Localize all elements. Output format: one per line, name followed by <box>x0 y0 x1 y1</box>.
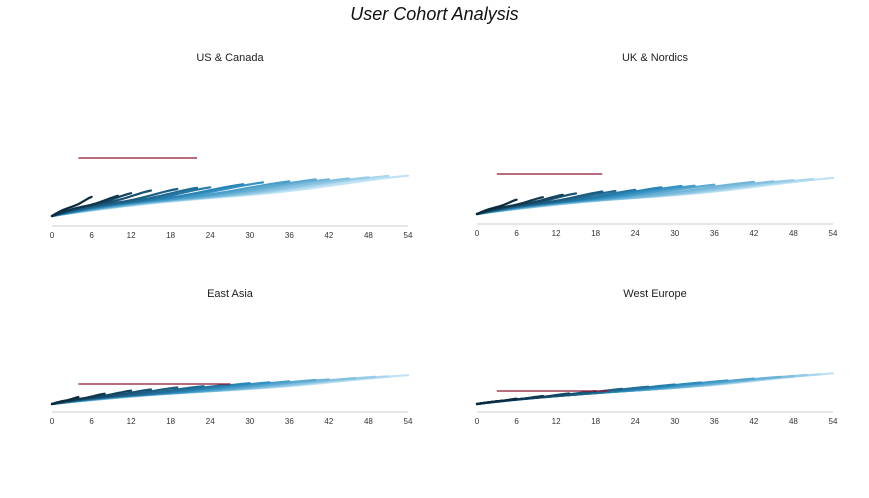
x-tick-label: 36 <box>285 417 294 426</box>
x-tick-label: 18 <box>166 417 175 426</box>
x-tick-label: 54 <box>829 417 838 426</box>
x-tick-label: 6 <box>514 417 519 426</box>
x-tick-label: 24 <box>206 417 215 426</box>
x-tick-label: 24 <box>631 229 640 238</box>
x-tick-label: 42 <box>749 229 758 238</box>
cohort-line <box>50 395 80 406</box>
x-tick-label: 0 <box>475 417 480 426</box>
x-tick-label: 30 <box>245 417 254 426</box>
x-tick-label: 48 <box>789 417 798 426</box>
x-tick-label: 42 <box>749 417 758 426</box>
x-tick-label: 24 <box>631 417 640 426</box>
x-tick-label: 12 <box>127 417 136 426</box>
x-tick-label: 24 <box>206 231 215 240</box>
panel-title: UK & Nordics <box>621 52 689 64</box>
panel-east-asia: East Asia 0 6 12 18 24 30 36 42 48 54 <box>30 288 430 498</box>
cohort-line <box>50 194 120 218</box>
x-tick-label: 54 <box>404 231 413 240</box>
x-tick-label: 18 <box>166 231 175 240</box>
x-tick-label: 42 <box>324 231 333 240</box>
plot-us-canada: 0 6 12 18 24 30 36 42 48 54 <box>50 157 413 240</box>
x-tick-label: 30 <box>670 229 679 238</box>
x-tick-label: 42 <box>324 417 333 426</box>
x-tick-label: 54 <box>829 229 838 238</box>
panel-us-canada: US & Canada 0 6 12 18 24 30 36 42 48 54 <box>30 52 430 262</box>
x-tick-label: 36 <box>710 229 719 238</box>
x-tick-label: 30 <box>670 417 679 426</box>
panel-west-europe: West Europe 0 6 12 18 24 30 36 42 48 54 <box>455 288 855 498</box>
cohort-line <box>475 397 518 406</box>
x-tick-label: 48 <box>789 229 798 238</box>
x-tick-label: 0 <box>50 417 55 426</box>
x-tick-label: 6 <box>89 231 94 240</box>
x-tick-label: 6 <box>514 229 519 238</box>
plot-west-europe: 0 6 12 18 24 30 36 42 48 54 <box>475 372 838 426</box>
x-tick-label: 12 <box>127 231 136 240</box>
cohort-line <box>475 198 518 216</box>
panel-uk-nordics: UK & Nordics 0 6 12 18 24 30 36 42 48 54 <box>455 52 855 262</box>
x-tick-label: 18 <box>591 229 600 238</box>
cohort-line <box>50 195 93 218</box>
panel-title: US & Canada <box>196 52 264 64</box>
panel-title: West Europe <box>623 288 687 300</box>
panel-title: East Asia <box>207 288 253 300</box>
x-tick-label: 12 <box>552 417 561 426</box>
x-tick-label: 36 <box>710 417 719 426</box>
chart-title: User Cohort Analysis <box>350 4 519 24</box>
x-tick-label: 18 <box>591 417 600 426</box>
plot-uk-nordics: 0 6 12 18 24 30 36 42 48 54 <box>475 173 838 238</box>
plot-east-asia: 0 6 12 18 24 30 36 42 48 54 <box>50 374 413 426</box>
x-tick-label: 30 <box>245 231 254 240</box>
x-tick-label: 6 <box>89 417 94 426</box>
x-tick-label: 12 <box>552 229 561 238</box>
x-tick-label: 36 <box>285 231 294 240</box>
x-tick-label: 48 <box>364 417 373 426</box>
x-tick-label: 48 <box>364 231 373 240</box>
x-tick-label: 0 <box>50 231 55 240</box>
x-tick-label: 0 <box>475 229 480 238</box>
x-tick-label: 54 <box>404 417 413 426</box>
